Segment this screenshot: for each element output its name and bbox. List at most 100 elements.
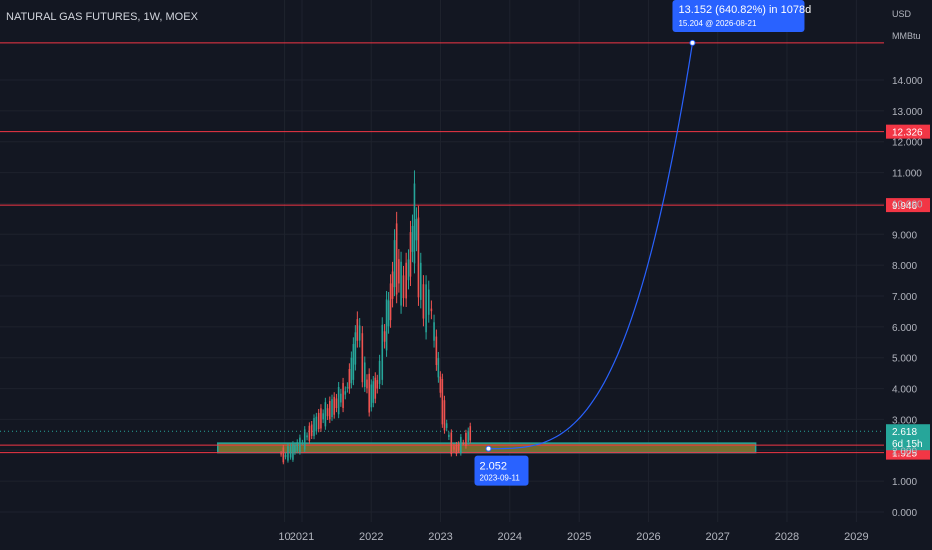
candle-body [354, 332, 357, 365]
candle-body [344, 391, 347, 395]
candle-body [419, 262, 422, 300]
candle-body [460, 437, 462, 454]
candle-body [383, 331, 386, 342]
x-tick-label: 2029 [844, 531, 868, 543]
candle-body [331, 399, 333, 418]
candle-body [294, 445, 296, 453]
candle-body [282, 447, 285, 463]
candle-body [450, 432, 453, 455]
candle-body [411, 226, 414, 252]
level-tag [886, 124, 930, 139]
y-tick-label: 11.000 [892, 169, 922, 180]
candle-body [348, 369, 351, 389]
candle-body [368, 373, 370, 413]
price-axis[interactable]: 0.000 1.000 2.000 3.000 4.000 5.000 6.000 7.000… [892, 76, 923, 519]
candle-body [398, 259, 400, 284]
candle-body [409, 232, 412, 277]
candle-body [350, 357, 353, 384]
candle-body [376, 380, 379, 389]
candle-body [337, 387, 340, 415]
candle-body [340, 393, 342, 403]
y-tick-label: 6.000 [892, 323, 917, 334]
time-axis[interactable]: 10 2021 2022 2023 2024 2025 2026 2027 2028 2029 [278, 531, 868, 543]
level-tag-label: 9.946 [892, 201, 917, 212]
candle-body [328, 400, 331, 420]
projection-summary: 13.152 (640.82%) in 1078d [678, 4, 811, 16]
y-tick-label: 2.000 [892, 446, 917, 457]
candle-body [333, 396, 336, 415]
candle-body [455, 444, 458, 454]
grid-lines [0, 0, 884, 522]
candle-body [346, 387, 349, 389]
candle-body [370, 384, 373, 408]
candle-body [443, 400, 446, 431]
x-tick-label: 2021 [290, 531, 314, 543]
y-tick-label: 14.000 [892, 76, 923, 87]
candle-body [358, 325, 361, 341]
candle-body [435, 336, 438, 365]
current-price-tag [886, 424, 930, 451]
candle-body [366, 379, 368, 389]
level-tag [886, 198, 930, 213]
candle-body [445, 423, 448, 428]
candle-body [315, 416, 318, 432]
candle-body [310, 424, 313, 436]
y-tick-label: 0.000 [892, 508, 917, 519]
candle-body [467, 430, 470, 443]
candle-body [453, 446, 455, 450]
candle-body [324, 402, 327, 427]
projection-start-value: 2.052 [480, 461, 508, 473]
candle-body [301, 442, 304, 444]
y-tick-label: 8.000 [892, 261, 917, 272]
chart-title: NATURAL GAS FUTURES, 1W, MOEX [6, 11, 199, 23]
candle-body [448, 434, 450, 437]
candle-body [284, 454, 287, 458]
candle-body [389, 283, 392, 321]
candle-body [433, 322, 435, 341]
candle-body [361, 333, 364, 383]
x-tick-label: 2028 [775, 531, 799, 543]
candle-body [313, 418, 315, 437]
y-tick-label: 5.000 [892, 354, 917, 365]
candle-body [356, 319, 359, 341]
candle-body [378, 360, 381, 384]
candle-body [415, 219, 418, 241]
projection-curve [488, 42, 694, 450]
candle-body [308, 425, 311, 441]
price-series [280, 170, 472, 465]
x-tick-label: 2026 [636, 531, 660, 543]
candle-body [400, 261, 402, 306]
candle-body [405, 262, 407, 299]
x-tick-label: 2023 [428, 531, 452, 543]
candle-body [287, 446, 289, 461]
candle-body [441, 379, 444, 425]
currency-label: USD [892, 9, 912, 19]
x-tick-label: 10 [278, 531, 290, 543]
candle-body [306, 435, 308, 438]
candle-body [317, 412, 320, 430]
projection-start-point [485, 445, 492, 452]
candle-body [393, 240, 396, 288]
projection-end-point [689, 39, 696, 46]
candle-body [322, 413, 324, 420]
y-tick-label: 13.000 [892, 107, 923, 118]
y-tick-label: 7.000 [892, 292, 917, 303]
projection-start-box [474, 455, 529, 486]
candle-body [303, 429, 306, 450]
candle-body [385, 299, 388, 351]
y-tick-label: 9.000 [892, 230, 917, 241]
candle-body [289, 446, 292, 458]
y-tick-label: 3.000 [892, 415, 917, 426]
candle-body [395, 223, 398, 295]
candle-body [422, 284, 425, 319]
candle-body [430, 308, 433, 312]
candle-body [352, 344, 355, 380]
candle-body [387, 300, 390, 327]
x-tick-label: 2024 [498, 531, 522, 543]
candle-body [280, 453, 282, 455]
candle-body [292, 443, 294, 460]
candle-body [320, 408, 322, 429]
candle-body [427, 289, 430, 315]
